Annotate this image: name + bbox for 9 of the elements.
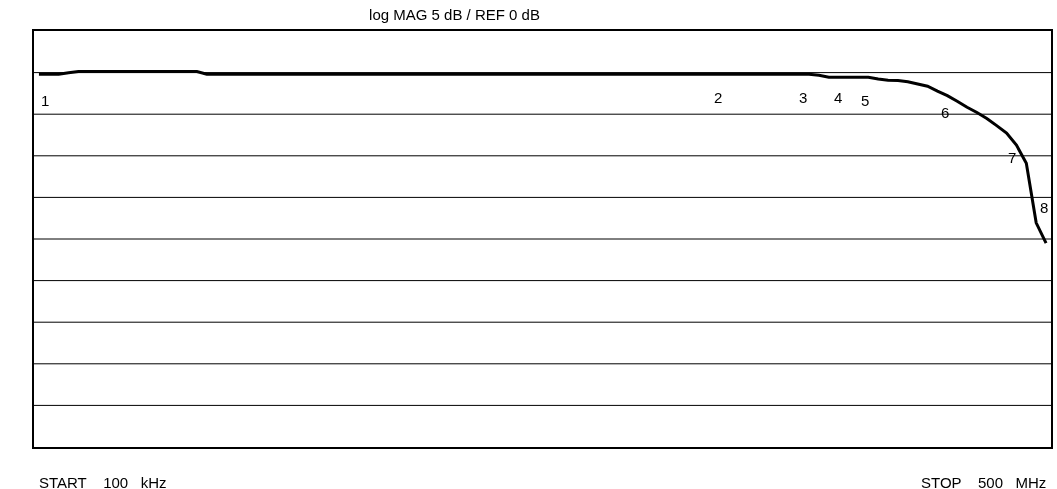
text: START 100 kHz bbox=[39, 474, 167, 489]
annotation: 8 bbox=[1040, 199, 1049, 216]
chart-title: log MAG 5 dB / REF 0 dB bbox=[369, 5, 540, 23]
annotation: 2 bbox=[714, 89, 723, 106]
annotation: 1 bbox=[41, 92, 50, 109]
text: STOP 500 MHz bbox=[921, 474, 1047, 489]
annotation: 5 bbox=[861, 92, 870, 109]
annotation: 3 bbox=[799, 89, 808, 106]
annotation: 4 bbox=[834, 89, 843, 106]
